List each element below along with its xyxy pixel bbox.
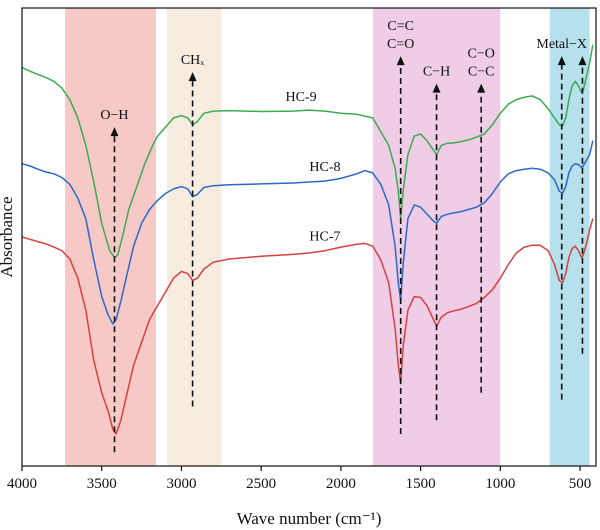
annotation-label-4-0: C−O — [468, 47, 495, 62]
series-line-hc-7 — [21, 218, 594, 435]
x-tick-label-1000: 1000 — [485, 476, 515, 492]
bands-layer — [65, 8, 590, 466]
annotation-label-2-0: C=C — [387, 19, 414, 34]
x-tick-label-2000: 2000 — [326, 476, 356, 492]
band-0 — [65, 8, 156, 466]
x-tick-label-1500: 1500 — [406, 476, 436, 492]
annotation-arrowhead-0 — [110, 127, 119, 137]
plot-frame — [21, 7, 597, 467]
annotation-label-4-1: C−C — [468, 65, 495, 80]
annotation-arrowhead-4 — [477, 83, 486, 93]
annotation-arrowhead-5 — [557, 56, 566, 66]
band-3 — [549, 8, 590, 466]
x-tick-label-3000: 3000 — [166, 476, 196, 492]
series-label-hc-7: HC-7 — [309, 230, 340, 245]
annotation-label-1-0: CHₓ — [181, 53, 205, 68]
x-axis-title: Wave number (cm⁻¹) — [237, 509, 382, 528]
annotation-label-0-0: O−H — [100, 108, 128, 123]
annotation-label-5-0: Metal−X — [536, 37, 587, 52]
series-label-hc-9: HC-9 — [285, 90, 316, 105]
series-label-hc-8: HC-8 — [309, 160, 340, 175]
series-line-hc-9 — [21, 44, 594, 259]
annotation-label-2-1: C=O — [387, 37, 414, 52]
x-tick-label-2500: 2500 — [246, 476, 276, 492]
annotation-arrowhead-2 — [396, 56, 405, 66]
annotation-label-3-0: C−H — [423, 65, 450, 80]
annotation-arrowhead-1 — [188, 72, 197, 82]
annotations-layer: O−H CHₓ C=C C=O C−H C−O C−C Metal−X — [100, 19, 587, 453]
x-axis: 4000 3500 3000 2500 2000 1500 1000 500 — [7, 466, 591, 492]
y-axis-title: Absorbance — [0, 196, 16, 277]
x-tick-label-500: 500 — [569, 476, 592, 492]
annotation-arrowhead-3 — [432, 83, 441, 93]
annotation-arrowhead-6 — [578, 56, 587, 66]
band-1 — [167, 8, 222, 466]
x-tick-label-4000: 4000 — [7, 476, 37, 492]
x-tick-label-3500: 3500 — [87, 476, 117, 492]
